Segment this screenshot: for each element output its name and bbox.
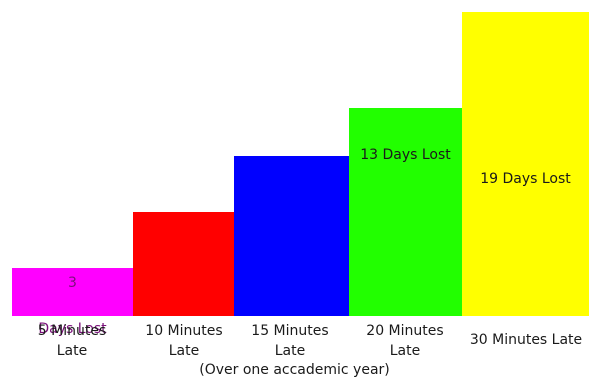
bar-label-3: 10 Days Lost <box>234 122 349 145</box>
bar-5: 19 Days Lost <box>462 12 589 316</box>
bar-4: 13 Days Lost <box>349 108 462 316</box>
x-axis-caption: (Over one accademic year) <box>0 360 589 380</box>
bar-3: 10 Days Lost <box>234 156 349 316</box>
bar-label-2: 6.5 Days Lost <box>133 82 234 128</box>
bar-2: 6.5 Days Lost <box>133 212 234 316</box>
category-label-4: 20 Minutes Late <box>350 321 460 361</box>
bar-1: 3 Days Lost <box>12 268 133 316</box>
category-label-1: 5 Minutes Late <box>13 321 131 361</box>
category-label-3: 15 Minutes Late <box>235 321 345 361</box>
bar-label-4: 13 Days Lost <box>349 144 462 167</box>
category-label-2: 10 Minutes Late <box>129 321 239 361</box>
category-label-5: 30 Minutes Late <box>461 330 589 350</box>
bar-label-5: 19 Days Lost <box>462 168 589 191</box>
